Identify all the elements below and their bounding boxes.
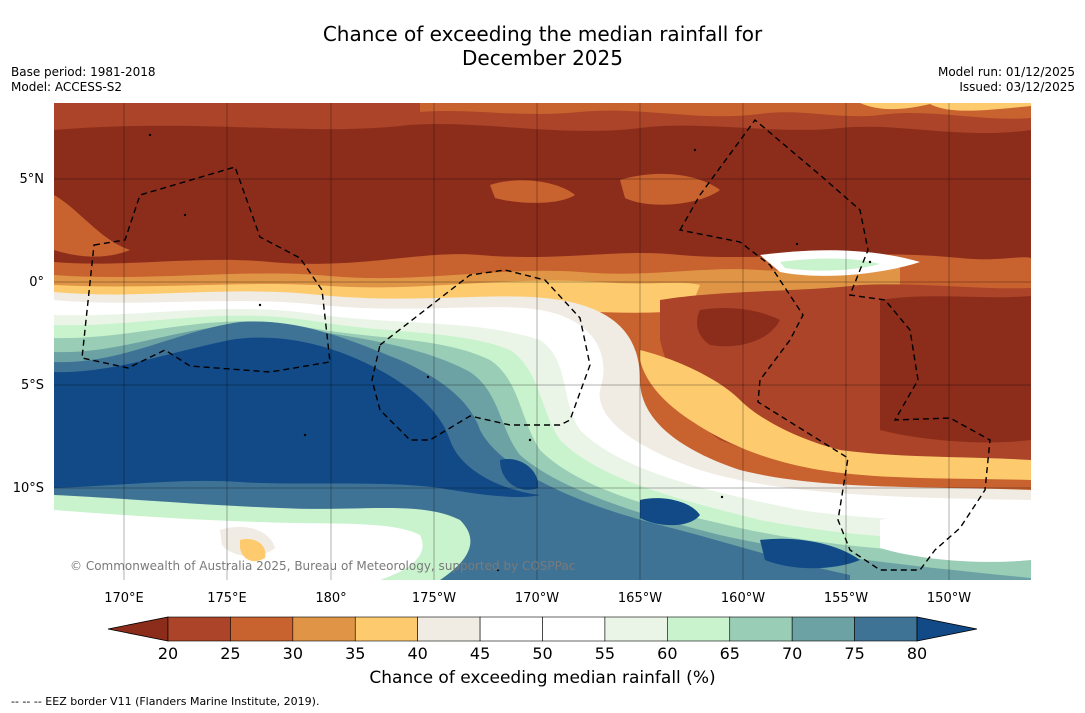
model-name: Model: ACCESS-S2	[11, 80, 123, 94]
lat-label-5s: 5°S	[21, 378, 44, 393]
map-title: Chance of exceeding the median rainfall …	[0, 22, 1085, 70]
islands	[148, 133, 872, 572]
region-very-wet-patch-3	[500, 459, 539, 490]
region-west-orange	[54, 195, 130, 257]
copyright-text: © Commonwealth of Australia 2025, Bureau…	[70, 559, 575, 573]
region-east-green	[780, 258, 880, 271]
colorbar-tick-label: 20	[158, 644, 178, 663]
title-line-2: December 2025	[462, 46, 623, 70]
colorbar-swatch	[791, 616, 855, 642]
lon-label-165w: 165°W	[618, 591, 662, 606]
colorbar	[107, 616, 978, 642]
colorbar-tick-label: 65	[720, 644, 740, 663]
colorbar-swatch	[292, 616, 356, 642]
lat-label-5n: 5°N	[20, 172, 45, 187]
model-run: Model run: 01/12/2025	[937, 65, 1075, 79]
title-line-1: Chance of exceeding the median rainfall …	[322, 22, 763, 46]
eez-phoenix	[371, 269, 591, 441]
region-very-wet-patch-2	[760, 538, 860, 569]
region-south-east-white	[880, 514, 1031, 562]
lon-label-170w: 170°W	[515, 591, 559, 606]
meta-left: Base period: 1981-2018 Model: ACCESS-S2	[11, 65, 156, 95]
island-11	[496, 568, 500, 572]
colorbar-tick-label: 30	[283, 644, 303, 663]
island-6	[528, 438, 532, 442]
colorbar-tick-label: 75	[844, 644, 864, 663]
region-north-yellow	[860, 103, 1031, 111]
colorbar-tick-label: 25	[220, 644, 240, 663]
lon-label-160w: 160°W	[721, 591, 765, 606]
colorbar-swatch	[479, 616, 543, 642]
colorbar-swatch	[729, 616, 793, 642]
lon-label-150w: 150°W	[927, 591, 971, 606]
region-very-wet-patch	[640, 498, 700, 526]
lon-label-170e: 170°E	[104, 591, 144, 606]
colorbar-swatch	[230, 616, 294, 642]
colorbar-extend-high	[916, 616, 978, 642]
eez-kiribati-gilberts	[81, 166, 331, 373]
region-patch-a	[490, 180, 575, 203]
colorbar-tick-label: 55	[595, 644, 615, 663]
region-patch-b	[620, 173, 720, 205]
colorbar-ticks: 20 25 30 35 40 45 50 55 60 65 70 75 80	[158, 644, 927, 663]
eez-borders	[81, 118, 991, 571]
island-10	[720, 495, 724, 499]
colorbar-extend-low	[107, 616, 169, 642]
island-5	[426, 375, 430, 379]
region-very-wet	[54, 337, 540, 498]
colorbar-tick-label: 40	[407, 644, 427, 663]
lon-label-180: 180°	[315, 591, 346, 606]
colorbar-swatch	[667, 616, 731, 642]
island-2	[183, 213, 187, 217]
colorbar-tick-label: 60	[657, 644, 677, 663]
colorbar-swatch	[854, 616, 918, 642]
region-south-yellow	[240, 539, 266, 562]
lat-label-10s: 10°S	[13, 481, 44, 496]
colorbar-tick-label: 70	[782, 644, 802, 663]
island-7	[693, 148, 697, 152]
island-4	[303, 433, 307, 437]
rainfall-field	[54, 103, 1031, 580]
colorbar-tick-label: 45	[470, 644, 490, 663]
colorbar-swatch	[604, 616, 668, 642]
island-3	[258, 303, 262, 307]
issued-date: Issued: 03/12/2025	[959, 80, 1075, 94]
meta-right: Model run: 01/12/2025 Issued: 03/12/2025	[938, 65, 1075, 95]
region-east-core	[697, 308, 780, 347]
base-period: Base period: 1981-2018	[11, 65, 156, 79]
island-1	[148, 133, 152, 137]
eez-line-islands	[678, 118, 991, 571]
colorbar-swatch	[542, 616, 606, 642]
colorbar-tick-label: 35	[345, 644, 365, 663]
region-east-core-2	[880, 296, 1031, 443]
colorbar-swatch	[354, 616, 418, 642]
colorbar-tick-label: 80	[907, 644, 927, 663]
lon-label-155w: 155°W	[824, 591, 868, 606]
eez-legend-note: -- -- -- EEZ border V11 (Flanders Marine…	[11, 695, 320, 708]
graticule	[54, 103, 1031, 580]
lon-label-175w: 175°W	[412, 591, 456, 606]
island-9	[868, 260, 872, 264]
colorbar-swatch	[417, 616, 481, 642]
colorbar-title: Chance of exceeding median rainfall (%)	[369, 668, 716, 688]
lon-label-175e: 175°E	[207, 591, 247, 606]
colorbar-swatch	[167, 616, 231, 642]
region-east-yellow	[640, 350, 1031, 480]
lat-label-0: 0°	[29, 275, 44, 290]
island-8	[795, 242, 799, 246]
colorbar-tick-label: 50	[532, 644, 552, 663]
